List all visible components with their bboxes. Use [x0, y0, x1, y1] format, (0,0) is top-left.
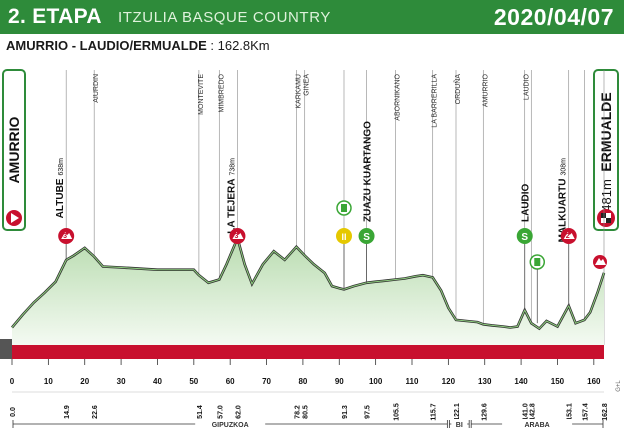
climb-category: 3 — [63, 233, 67, 240]
x-tick-label: 150 — [551, 377, 565, 386]
km-marker-label: 51.4 — [197, 405, 204, 419]
sprint-label: S — [521, 232, 528, 243]
km-marker-label: 80.5 — [303, 405, 310, 419]
climb-category: 3 — [234, 233, 238, 240]
water-icon-bottle — [534, 258, 541, 266]
place-label: LAUDIO — [524, 73, 531, 100]
finish-checkered-icon — [597, 209, 615, 227]
race-name: ITZULIA BASQUE COUNTRY — [118, 9, 331, 26]
x-tick-label: 10 — [44, 377, 53, 386]
profile-side-band — [0, 339, 12, 359]
climb-category: 2 — [566, 233, 570, 240]
x-tick-label: 80 — [298, 377, 307, 386]
km-marker-label: 162.8 — [602, 403, 609, 421]
x-tick-label: 70 — [262, 377, 271, 386]
footer-note: G+L — [616, 380, 622, 392]
km-marker-label: 91.3 — [342, 405, 349, 419]
region-label: BI — [456, 422, 463, 429]
km-marker-label: 141.0 — [523, 403, 530, 421]
km-marker-label: 122.1 — [454, 403, 461, 421]
finish-card: 481m ERMUALDE — [593, 69, 619, 231]
water-icon-bottle — [341, 204, 347, 212]
route-separator: : — [206, 38, 218, 53]
x-tick-label: 50 — [189, 377, 198, 386]
x-tick-label: 160 — [587, 377, 601, 386]
profile-line-highlight — [11, 236, 605, 330]
x-tick-label: 100 — [369, 377, 383, 386]
x-tick-label: 110 — [406, 377, 419, 386]
stage-header: 2. ETAPA ITZULIA BASQUE COUNTRY 2020/04/… — [0, 0, 624, 34]
km-marker-label: 78.2 — [294, 405, 301, 419]
profile-base-band — [12, 345, 604, 359]
x-tick-label: 30 — [117, 377, 126, 386]
place-label: ABORNIKANO — [395, 73, 402, 120]
route-line: AMURRIO - LAUDIO/ERMUALDE : 162.8Km — [6, 38, 270, 53]
finish-altitude: 481m — [599, 179, 614, 212]
place-label: MIMBREDO — [218, 73, 225, 112]
place-label: KARKAMU — [295, 74, 302, 109]
feed-bag-icon — [336, 228, 352, 244]
km-marker-label: 62.0 — [235, 405, 242, 419]
place-label: LA BARRERILLA — [432, 74, 439, 128]
profile-area — [12, 238, 604, 345]
region-label-bg — [195, 419, 266, 429]
region-label: ARABA — [524, 422, 549, 429]
x-tick-label: 90 — [335, 377, 344, 386]
finish-name: ERMUALDE — [598, 92, 614, 171]
km-marker-label: 22.6 — [92, 405, 99, 419]
feed-label: II — [341, 232, 346, 242]
km-marker-label: 153.1 — [567, 403, 574, 421]
sprint-name: ZUAZU KUARTANGO — [363, 121, 374, 222]
finish-climb-shape — [595, 258, 606, 265]
x-tick-label: 40 — [153, 377, 162, 386]
mountain-icon-shape — [61, 232, 73, 239]
route-distance: 162.8Km — [217, 38, 270, 53]
place-label: AIURDIN — [93, 74, 100, 103]
km-marker-label: 129.6 — [481, 403, 488, 421]
km-marker-label: 115.7 — [431, 403, 438, 420]
stage-date: 2020/04/07 — [493, 4, 614, 30]
km-marker-label: 0.0 — [10, 407, 17, 417]
climb-label: LA TEJERA738m — [226, 158, 237, 234]
sprint-label: S — [363, 232, 370, 243]
x-tick-label: 140 — [514, 377, 528, 386]
mountain-icon-shape — [563, 232, 575, 239]
sprint-icon — [516, 228, 533, 244]
x-tick-label: 130 — [478, 377, 492, 386]
region-label: GIPUZKOA — [212, 422, 249, 429]
region-label-bg — [502, 419, 573, 429]
place-label: MONTEVITE — [198, 74, 205, 115]
x-tick-label: 0 — [10, 377, 15, 386]
km-marker-label: 57.0 — [217, 405, 224, 419]
km-marker-label: 142.8 — [529, 403, 536, 421]
route-name: AMURRIO - LAUDIO/ERMUALDE — [6, 38, 207, 53]
start-name: AMURRIO — [6, 116, 22, 183]
place-label: ORDUÑA — [453, 74, 462, 105]
km-marker-label: 14.9 — [64, 405, 71, 419]
x-tick-label: 20 — [80, 377, 89, 386]
km-marker-label: 97.5 — [365, 405, 372, 419]
km-marker-label: 105.5 — [394, 403, 401, 421]
svg-text:481m ERMUALDE: 481m ERMUALDE — [598, 92, 614, 212]
sprint-name: LAUDIO — [521, 183, 532, 222]
km-marker-label: 157.4 — [582, 403, 589, 421]
region-label-bg — [451, 419, 468, 429]
stage-number: 2. ETAPA — [8, 5, 102, 28]
place-label: AMURRIO — [482, 73, 489, 107]
start-card: AMURRIO — [2, 69, 26, 231]
x-tick-label: 60 — [226, 377, 235, 386]
climb-label: MALKUARTU308m — [558, 158, 569, 243]
sprint-icon — [358, 228, 375, 244]
climb-label: ALTUBE638m — [55, 158, 66, 218]
place-label: GINEA — [304, 74, 311, 96]
x-tick-label: 120 — [442, 377, 456, 386]
mountain-icon-shape — [232, 232, 244, 239]
